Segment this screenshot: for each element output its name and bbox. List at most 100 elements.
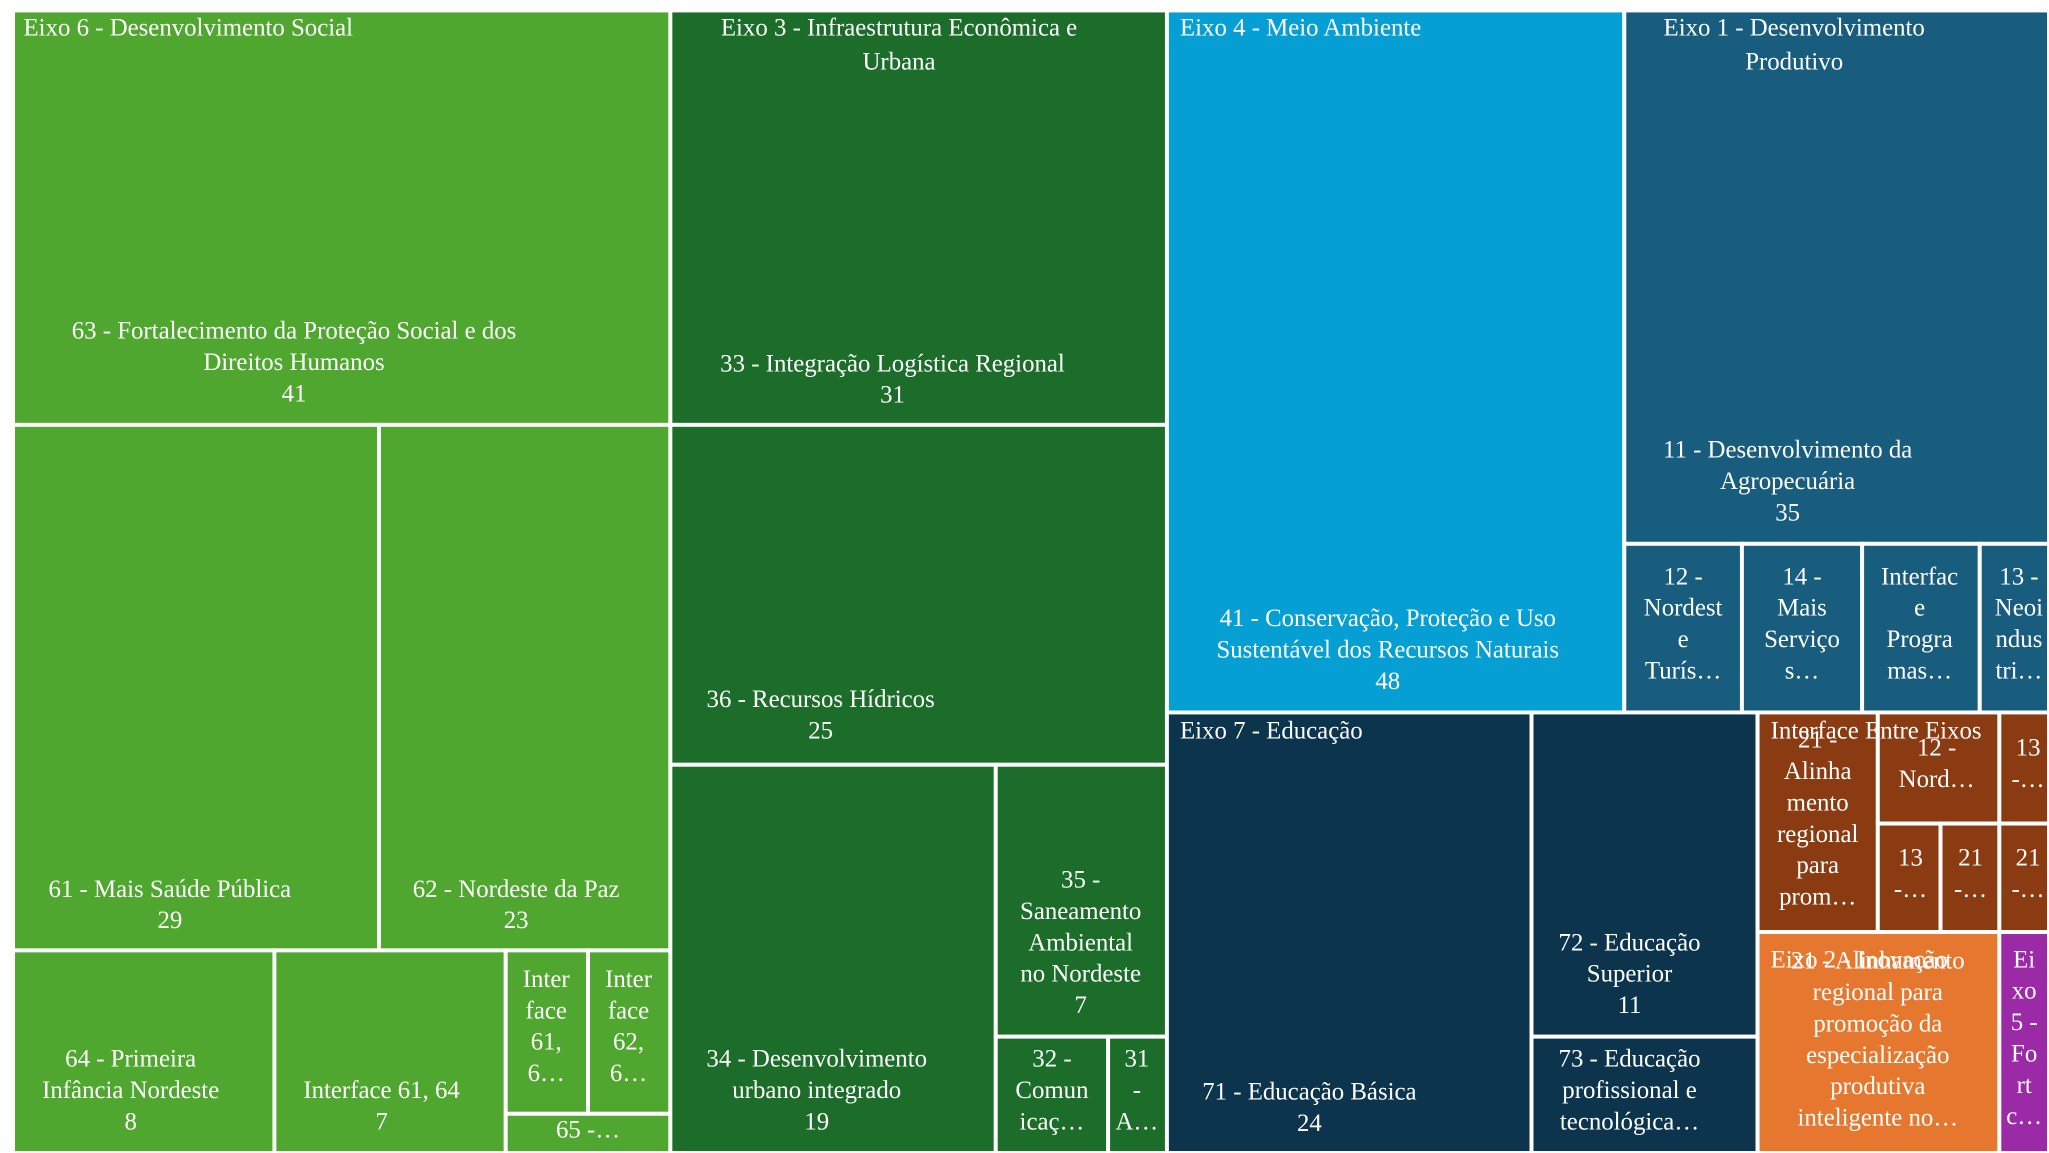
group-title: Eixo 1 - Desenvolvimento [1664, 14, 1925, 41]
group-title: Eixo 4 - Meio Ambiente [1180, 14, 1421, 41]
tile[interactable] [668, 8, 1169, 427]
tile[interactable] [377, 422, 673, 953]
group-title: rt [2017, 1072, 2032, 1099]
tile-label: -… [1954, 876, 1987, 903]
tile-label: 13 [2016, 735, 2041, 762]
tile[interactable] [1106, 1034, 1169, 1153]
tile-label: inteligente no… [1798, 1105, 1959, 1132]
tile-label: icaç… [1020, 1108, 1085, 1135]
tile[interactable] [1164, 710, 1534, 1153]
tile-label: 36 - Recursos Hídricos [707, 686, 935, 713]
tile-label: 62, [613, 1029, 644, 1056]
tile-label: Neoi [1995, 595, 2043, 622]
tile-label: Ambiental [1028, 929, 1133, 956]
tile-label: Superior [1587, 961, 1673, 988]
group-title: Eixo 6 - Desenvolvimento Social [24, 14, 354, 41]
group-title: xo [2012, 978, 2037, 1005]
tile-label: e [1914, 595, 1925, 622]
tile-label: 11 - Desenvolvimento da [1663, 437, 1912, 464]
tile[interactable] [668, 762, 998, 1153]
tile-label: Interface 61, 64 [303, 1077, 460, 1104]
group-title: Eixo 2 - Inovação [1771, 946, 1948, 973]
tile-label: 63 - Fortalecimento da Proteção Social e… [72, 318, 517, 345]
tile-label: Alinha [1784, 758, 1852, 785]
tile-label: 65 -… [556, 1116, 620, 1143]
tile-label: 31 [1124, 1046, 1149, 1073]
group-title: Interface Entre Eixos [1771, 718, 1982, 745]
tile-value: 8 [124, 1108, 136, 1135]
tile-label: -… [2012, 766, 2045, 793]
tile-value: 25 [808, 718, 833, 745]
tile-label: Progra [1887, 626, 1953, 653]
group-title: c… [2006, 1103, 2042, 1130]
tile-label: 72 - Educação [1559, 929, 1701, 956]
tile-label: regional para [1813, 979, 1943, 1006]
tile-label: Sustentável dos Recursos Naturais [1216, 637, 1559, 664]
tile[interactable] [1529, 1034, 1760, 1153]
tile-label: Nordest [1644, 595, 1723, 622]
tile[interactable] [1622, 8, 2049, 546]
tile[interactable] [1529, 710, 1760, 1039]
tile-label: tri… [1995, 657, 2042, 684]
tile-label: Agropecuária [1720, 468, 1855, 495]
tile-label: para [1796, 852, 1839, 879]
tile-label: Inter [523, 966, 571, 993]
tile[interactable] [668, 422, 1169, 767]
tile-label: 12 - [1663, 563, 1702, 590]
group-title: Fo [2011, 1040, 2037, 1067]
tile-value: 11 [1618, 992, 1642, 1019]
tile[interactable] [11, 8, 673, 427]
tile[interactable] [1875, 710, 2002, 826]
tile[interactable] [1755, 930, 2002, 1153]
tile-label: prom… [1779, 884, 1856, 911]
tile[interactable] [1997, 710, 2049, 826]
tile[interactable] [1164, 8, 1627, 715]
tile-label: ndus [1995, 626, 2042, 653]
tile[interactable] [11, 422, 381, 953]
group-title: Eixo 3 - Infraestrutura Econômica e [721, 14, 1077, 41]
tile-value: 7 [375, 1108, 387, 1135]
tile-label: 35 - [1061, 867, 1100, 894]
tile-value: 35 [1775, 499, 1800, 526]
tile-label: A… [1116, 1108, 1159, 1135]
tile[interactable] [1755, 710, 1880, 935]
tile-label: Saneamento [1020, 898, 1141, 925]
tile-label: 71 - Educação Básica [1202, 1078, 1416, 1105]
tile-label: especialização [1806, 1042, 1949, 1069]
tile-label: mas… [1887, 657, 1952, 684]
tile-label: 32 - [1032, 1046, 1071, 1073]
group-title: Produtivo [1745, 48, 1843, 75]
tile-label: regional [1777, 821, 1858, 848]
tile-value: 29 [157, 907, 182, 934]
tile-label: 13 [1898, 844, 1923, 871]
tile-label: Comun [1015, 1077, 1089, 1104]
tile-value: 31 [880, 382, 905, 409]
tile-label: face [608, 997, 649, 1024]
tile[interactable] [1622, 541, 1744, 715]
tile-label: s… [1785, 657, 1819, 684]
tile-label: produtiva [1830, 1073, 1925, 1100]
tile-label: -… [2012, 876, 2045, 903]
tile[interactable] [1875, 821, 1943, 935]
tile-value: 41 [282, 380, 307, 407]
tile-label: urbano integrado [732, 1077, 901, 1104]
tile-label: 61, [531, 1029, 562, 1056]
group-tile[interactable] [1997, 930, 2049, 1153]
tile-label: 21 [2016, 844, 2041, 871]
tile[interactable] [11, 948, 277, 1153]
tile-label: 14 - [1782, 563, 1821, 590]
tile[interactable] [272, 948, 508, 1153]
group-title: Ei [2013, 946, 2035, 973]
tile-label: Mais [1777, 595, 1827, 622]
tile-value: 48 [1375, 668, 1400, 695]
tile-label: 61 - Mais Saúde Pública [49, 876, 292, 903]
tile-label: 12 - [1917, 735, 1956, 762]
tile-label: - [1133, 1077, 1141, 1104]
tile-label: mento [1787, 789, 1849, 816]
tile-label: 41 - Conservação, Proteção e Uso [1220, 605, 1556, 632]
group-title: Eixo 7 - Educação [1180, 718, 1363, 745]
tile-label: 73 - Educação [1559, 1046, 1701, 1073]
tile-label: 62 - Nordeste da Paz [413, 876, 620, 903]
tile-label: 21 - Alinhamento [1791, 948, 1965, 975]
